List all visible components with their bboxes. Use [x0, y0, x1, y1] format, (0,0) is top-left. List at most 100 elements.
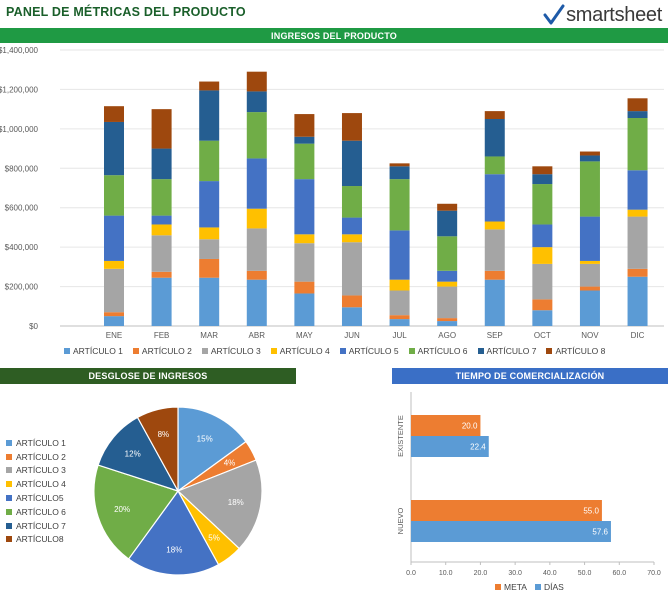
revenue-stacked-bar-chart: $0 $200,000 $400,000 $600,000 $800,000 $1,000…: [0, 46, 664, 340]
bar-segment-articulo-2-oct: [532, 299, 553, 311]
x-tick-label: ABR: [249, 331, 266, 340]
bar-segment-articulo-2-ago: [437, 318, 458, 322]
pie-value-label: 4%: [224, 459, 236, 468]
x-tick-label: 30.0: [508, 570, 522, 577]
legend-swatch: [339, 348, 346, 354]
bar-segment-articulo-8-may: [294, 114, 315, 137]
bar-segment-articulo-4-nov: [579, 260, 600, 264]
smartsheet-logo: smartsheet: [542, 2, 662, 28]
legend-swatch: [6, 536, 12, 543]
bar-segment-articulo-5-jun: [341, 217, 362, 235]
x-tick-label: AGO: [438, 331, 456, 340]
legend-item-articulo-6: ARTÍCULO 6: [408, 346, 468, 356]
bar-segment-articulo-1-jun: [341, 307, 362, 326]
bar-segment-articulo-5-ago: [437, 270, 458, 282]
page-title: PANEL DE MÉTRICAS DEL PRODUCTO: [6, 5, 246, 19]
legend-label: ARTÍCULO 7: [16, 520, 66, 531]
pie-slice-articulo8: [136, 406, 179, 492]
y-tick-label: $400,000: [5, 243, 39, 252]
bar-segment-articulo-7-feb: [151, 148, 172, 180]
bar-segment-articulo-3-ene: [104, 268, 124, 313]
y-tick-label: $1,000,000: [0, 125, 39, 134]
bar-segment-articulo-2-sep: [484, 270, 505, 280]
bar-segment-articulo-7-abr: [246, 91, 267, 113]
legend-swatch: [6, 481, 12, 488]
bar-segment-articulo-1-ago: [437, 321, 458, 326]
bar-segment-articulo-6-ago: [437, 236, 458, 271]
hbar-value-label: 55.0: [583, 507, 599, 516]
bar-segment-articulo-4-jun: [341, 234, 362, 243]
ttm-chart-banner: TIEMPO DE COMERCIALIZACIÓN: [392, 368, 668, 384]
legend-swatch: [6, 439, 12, 446]
bar-segment-articulo-8-sep: [484, 111, 505, 119]
legend-swatch: [477, 348, 484, 354]
bar-segment-articulo-6-ene: [104, 175, 124, 216]
bar-segment-articulo-4-may: [294, 234, 315, 244]
bar-segment-articulo-8-oct: [532, 166, 553, 175]
legend-swatch: [6, 495, 12, 502]
legend-label: ARTÍCULO 4: [16, 479, 66, 490]
bar-segment-articulo-5-sep: [484, 174, 505, 222]
bar-segment-articulo-3-feb: [151, 235, 172, 272]
x-tick-label: 40.0: [543, 570, 557, 577]
revenue-chart-banner: INGRESOS DEL PRODUCTO: [0, 28, 668, 43]
bar-segment-articulo-1-abr: [246, 279, 267, 326]
bar-segment-articulo-3-ago: [437, 286, 458, 319]
bar-segment-articulo-7-may: [294, 136, 315, 144]
legend-item-articulo-4: ARTÍCULO 4: [270, 346, 330, 356]
hbar-dias-existente: [411, 436, 489, 457]
bar-segment-articulo-6-nov: [579, 161, 600, 217]
bar-segment-articulo-5-may: [294, 179, 315, 235]
bar-segment-articulo-5-dic: [627, 170, 648, 210]
hbar-dias-nuevo: [411, 521, 611, 542]
bar-segment-articulo-2-feb: [151, 271, 172, 278]
legend-swatch: [132, 348, 139, 354]
hbar-legend-item-meta: META: [495, 582, 527, 592]
bar-segment-articulo-3-jul: [389, 290, 410, 316]
bar-segment-articulo-1-ene: [104, 316, 124, 326]
bar-segment-articulo-6-mar: [199, 140, 220, 182]
bar-segment-articulo-3-abr: [246, 228, 267, 271]
y-tick-label: $1,400,000: [0, 46, 39, 55]
pie-slice-articulo-1: [177, 406, 247, 493]
x-tick-label: JUL: [392, 331, 407, 340]
bar-segment-articulo-7-sep: [484, 119, 505, 157]
bar-segment-articulo-3-jun: [341, 242, 362, 296]
legend-label: ARTÍCULO 1: [73, 346, 123, 356]
x-tick-label: 10.0: [439, 570, 453, 577]
legend-swatch: [546, 348, 553, 354]
bar-segment-articulo-6-sep: [484, 156, 505, 175]
bar-segment-articulo-7-jul: [389, 166, 410, 180]
bar-segment-articulo-4-mar: [199, 227, 220, 240]
bar-segment-articulo-8-abr: [246, 71, 267, 92]
bar-segment-articulo-7-dic: [627, 111, 648, 119]
legend-item-articulo-2: ARTÍCULO 2: [132, 346, 192, 356]
bar-segment-articulo-6-dic: [627, 118, 648, 171]
x-tick-label: 20.0: [474, 570, 488, 577]
bar-segment-articulo-7-ago: [437, 210, 458, 237]
pie-legend-item-articulo-2: ARTÍCULO 2: [6, 450, 66, 464]
legend-label: ARTÍCULO5: [16, 493, 64, 504]
ttm-legend: META DÍAS: [495, 582, 564, 592]
bar-segment-articulo-8-ago: [437, 203, 458, 211]
bar-segment-articulo-8-nov: [579, 151, 600, 156]
category-label-nuevo: NUEVO: [396, 507, 405, 534]
bar-segment-articulo-8-ene: [104, 106, 124, 122]
bar-segment-articulo-2-dic: [627, 268, 648, 277]
hbar-meta-nuevo: [411, 500, 602, 521]
x-tick-label: OCT: [534, 331, 551, 340]
bar-segment-articulo-4-dic: [627, 209, 648, 217]
bar-segment-articulo-3-may: [294, 243, 315, 282]
bar-segment-articulo-8-feb: [151, 109, 172, 149]
x-tick-label: 70.0: [647, 570, 661, 577]
bar-segment-articulo-2-ene: [104, 312, 124, 317]
legend-label: ARTÍCULO 2: [16, 451, 66, 462]
bar-segment-articulo-4-abr: [246, 208, 267, 229]
bar-segment-articulo-4-ene: [104, 260, 124, 269]
bar-segment-articulo-5-feb: [151, 215, 172, 225]
legend-swatch: [408, 348, 415, 354]
bar-segment-articulo-6-jun: [341, 186, 362, 218]
x-tick-label: NOV: [581, 331, 599, 340]
bar-segment-articulo-8-jul: [389, 163, 410, 167]
pie-value-label: 20%: [114, 505, 130, 514]
